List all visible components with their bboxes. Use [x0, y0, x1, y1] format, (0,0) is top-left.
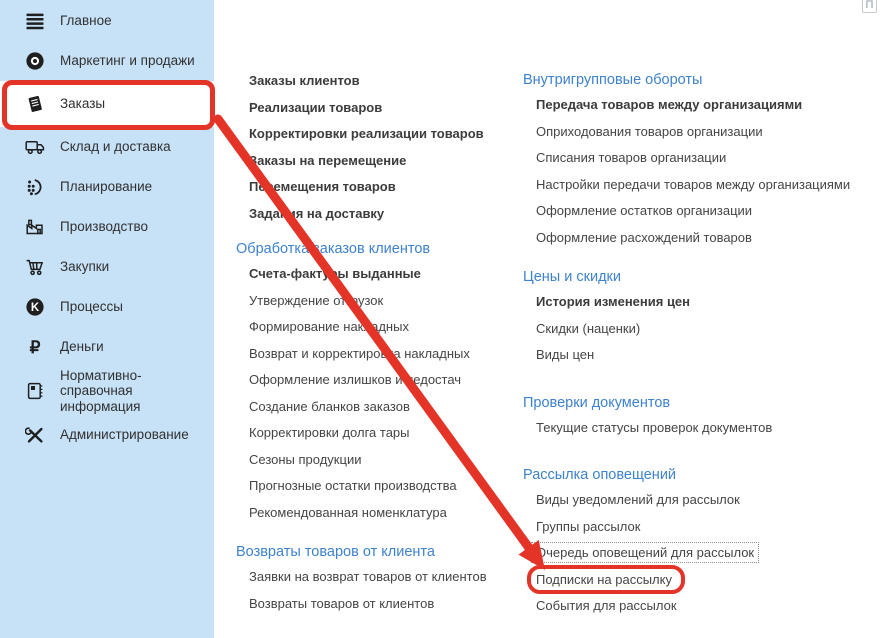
menu-item-realizacii-tovarov[interactable]: Реализации товаров	[249, 99, 383, 115]
tools-icon	[24, 425, 46, 445]
menu-item-skidki-nacenki[interactable]: Скидки (наценки)	[536, 320, 641, 336]
sidebar-item-label: Главное	[60, 13, 112, 29]
menu-item-zadaniya-na-dostavku[interactable]: Задания на доставку	[249, 205, 385, 221]
section-title: Обработка заказов клиентов	[236, 241, 431, 257]
orders-notepad-icon	[24, 94, 46, 114]
menu-item-formirovanie-nakladnyh[interactable]: Формирование накладных	[249, 319, 409, 334]
menu-item-sobytiya-dlya-rassylok[interactable]: События для рассылок	[536, 598, 677, 613]
menu-item-korrektirovki-dolga-tary[interactable]: Корректировки долга тары	[249, 425, 410, 440]
sidebar-item-zakupki[interactable]: Закупки	[0, 247, 214, 287]
menu-item-peredacha-tovarov[interactable]: Передача товаров между организациями	[536, 97, 803, 112]
svg-text:K: K	[31, 302, 40, 314]
sidebar-item-processy[interactable]: K Процессы	[0, 287, 214, 327]
menu-item-vozvraty-tovarov[interactable]: Возвраты товаров от клиентов	[249, 595, 435, 611]
truck-icon	[24, 137, 46, 157]
sidebar-item-zakazy[interactable]: Заказы	[0, 81, 214, 127]
section-title: Внутригрупповые обороты	[523, 72, 703, 88]
menu-item-zakazy-klientov[interactable]: Заказы клиентов	[249, 73, 360, 88]
section-rassylka-opoveshchenij: Рассылка оповещений Виды уведомлений для…	[523, 463, 878, 620]
sidebar-item-label: Заказы	[60, 96, 106, 112]
menu-item-tekushchie-statusy[interactable]: Текущие статусы проверок документов	[536, 419, 773, 435]
sidebar: Главное Маркетинг и продажи Заказы Склад…	[0, 0, 214, 638]
section-obrabotka-zakazov: Обработка заказов клиентов Счета-фактуры…	[236, 237, 521, 526]
menu-item-sozdanie-blankov[interactable]: Создание бланков заказов	[249, 398, 410, 414]
menu-item-vidy-uvedomlenij[interactable]: Виды уведомлений для рассылок	[536, 492, 740, 507]
menu-item-oprihodovaniya-tovarov[interactable]: Оприходования товаров организации	[536, 123, 763, 139]
marketing-target-icon	[24, 51, 46, 71]
sidebar-item-label: Маркетинг и продажи	[60, 53, 195, 69]
sidebar-item-marketing[interactable]: Маркетинг и продажи	[0, 41, 214, 81]
menu-item-zakazy-na-peremeshchenie[interactable]: Заказы на перемещение	[249, 152, 407, 168]
ruble-icon: ₽	[24, 337, 46, 357]
menu-item-rekomendovannaya-nomenklatura[interactable]: Рекомендованная номенклатура	[249, 504, 447, 520]
section-vnutrigruppovye-oboroty: Внутригрупповые обороты Передача товаров…	[523, 68, 878, 251]
section-vozvraty-tovarov: Возвраты товаров от клиента Заявки на во…	[236, 540, 521, 617]
sidebar-item-administrirovanie[interactable]: Администрирование	[0, 415, 214, 455]
sidebar-item-sklad[interactable]: Склад и доставка	[0, 127, 214, 167]
sidebar-item-label: Склад и доставка	[60, 139, 171, 155]
section-title: Рассылка оповещений	[523, 467, 677, 483]
menu-item-korrektirovki-realizacii[interactable]: Корректировки реализации товаров	[249, 126, 484, 141]
menu-item-ochered-opoveshchenij[interactable]: Очередь оповещений для рассылок	[523, 540, 878, 567]
menu-column-2: Внутригрупповые обороты Передача товаров…	[523, 68, 878, 620]
red-highlight-box: Подписки на рассылку	[527, 564, 685, 594]
menu-item-podpiski-na-rassylku[interactable]: Подписки на рассылку	[523, 564, 878, 594]
menu-item-zayavki-na-vozvrat[interactable]: Заявки на возврат товаров от клиентов	[249, 569, 487, 584]
sidebar-item-planirovanie[interactable]: Планирование	[0, 167, 214, 207]
menu-item-utverzhdenie-otgruzok[interactable]: Утверждение отгрузок	[249, 292, 384, 308]
sidebar-item-dengi[interactable]: ₽ Деньги	[0, 327, 214, 367]
sidebar-item-label: Деньги	[60, 339, 104, 355]
menu-icon	[24, 11, 46, 31]
menu-item-istoriya-izmeneniya-cen[interactable]: История изменения цен	[536, 294, 691, 309]
sidebar-item-label: Производство	[60, 219, 149, 235]
menu-item-gruppy-rassylok[interactable]: Группы рассылок	[536, 518, 641, 534]
menu-item-sezony-produkcii[interactable]: Сезоны продукции	[249, 451, 362, 467]
section-title: Цены и скидки	[523, 269, 621, 285]
menu-item-vidy-cen[interactable]: Виды цен	[536, 347, 595, 362]
cart-icon	[24, 257, 46, 277]
sidebar-item-glavnoe[interactable]: Главное	[0, 1, 214, 41]
menu-item-scheta-faktury[interactable]: Счета-фактуры выданные	[249, 266, 421, 281]
svg-text:₽: ₽	[30, 338, 41, 357]
section-title: Возвраты товаров от клиента	[236, 544, 435, 560]
sidebar-item-label: Нормативно-справочная информация	[60, 367, 142, 414]
sidebar-item-label: Процессы	[60, 299, 124, 315]
focus-outline: Очередь оповещений для рассылок	[531, 542, 760, 563]
factory-icon	[24, 217, 46, 237]
menu-item-oformlenie-izlishkov[interactable]: Оформление излишков и недостач	[249, 372, 462, 387]
section-proverki-dokumentov: Проверки документов Текущие статусы пров…	[523, 391, 878, 442]
menu-item-oformlenie-rashozhdenij[interactable]: Оформление расхождений товаров	[536, 229, 752, 245]
partial-toolbar-button[interactable]: П	[862, 0, 877, 13]
section-ceny-i-skidki: Цены и скидки История изменения цен Скид…	[523, 265, 878, 369]
menu-item-oformlenie-ostatkov[interactable]: Оформление остатков организации	[536, 203, 753, 218]
sidebar-item-label: Закупки	[60, 259, 110, 275]
sidebar-item-label: Администрирование	[60, 427, 189, 443]
sidebar-item-proizvodstvo[interactable]: Производство	[0, 207, 214, 247]
planning-dots-icon	[24, 177, 46, 197]
process-circle-icon: K	[24, 297, 46, 317]
sidebar-item-label: Планирование	[60, 179, 153, 195]
menu-item-spisaniya-tovarov[interactable]: Списания товаров организации	[536, 150, 727, 165]
menu-column-1: Заказы клиентов Реализации товаров Корре…	[236, 68, 521, 617]
menu-item-prognoznye-ostatki[interactable]: Прогнозные остатки производства	[249, 478, 457, 493]
reference-book-icon	[24, 381, 46, 401]
menu-item-vozvrat-i-korrektirovka[interactable]: Возврат и корректировка накладных	[249, 345, 470, 361]
menu-item-peremeshcheniya-tovarov[interactable]: Перемещения товаров	[249, 179, 396, 194]
sidebar-item-nsi[interactable]: Нормативно-справочная информация	[0, 367, 214, 415]
pinned-items-group: Заказы клиентов Реализации товаров Корре…	[236, 68, 521, 227]
section-title: Проверки документов	[523, 394, 671, 411]
menu-item-nastrojki-peredachi[interactable]: Настройки передачи товаров между организ…	[536, 176, 851, 192]
